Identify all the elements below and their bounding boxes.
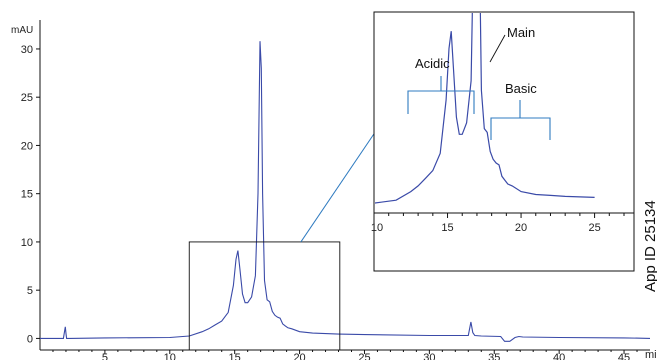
y-tick-label: 20 bbox=[21, 140, 33, 152]
chromatogram-trace-line bbox=[40, 41, 651, 342]
x-axis-unit-label: mi bbox=[645, 349, 657, 360]
inset-frame bbox=[373, 11, 635, 272]
y-tick-label: 25 bbox=[21, 92, 33, 104]
main-peak-pointer bbox=[489, 34, 506, 63]
inset-zoom-panel: 10 15 20 25 Main Acidic Basic bbox=[371, 11, 635, 272]
x-tick-label: 25 bbox=[358, 352, 370, 360]
inset-x-tick-label: 20 bbox=[515, 222, 527, 234]
zoom-connector-line bbox=[300, 121, 383, 243]
y-axis-unit-label: mAU bbox=[11, 25, 33, 36]
y-tick-label: 10 bbox=[21, 237, 33, 249]
acidic-label: Acidic bbox=[415, 56, 450, 71]
x-tick-label: 30 bbox=[423, 352, 435, 360]
inset-x-tick-label: 10 bbox=[371, 222, 383, 234]
basic-label: Basic bbox=[505, 81, 537, 96]
y-tick-label: 30 bbox=[21, 44, 33, 56]
main-peak-label: Main bbox=[507, 25, 535, 40]
main-axes bbox=[36, 20, 650, 354]
zoom-region-box bbox=[188, 241, 341, 351]
x-tick-label: 10 bbox=[164, 352, 176, 360]
y-tick-label: 15 bbox=[21, 189, 33, 201]
y-tick-label: 0 bbox=[27, 333, 33, 345]
x-tick-label: 20 bbox=[293, 352, 305, 360]
inset-trace-line bbox=[375, 13, 595, 204]
main-tick-labels: 0 5 10 15 20 25 30 5 10 15 20 25 30 35 40 45 bbox=[21, 44, 630, 360]
app-id-vertical-label: App ID 25134 bbox=[642, 200, 657, 292]
x-tick-label: 5 bbox=[102, 352, 108, 360]
inset-x-tick-label: 15 bbox=[441, 222, 453, 234]
inset-x-tick-label: 25 bbox=[588, 222, 600, 234]
x-tick-label: 35 bbox=[488, 352, 500, 360]
y-tick-label: 5 bbox=[27, 285, 33, 297]
x-tick-label: 15 bbox=[229, 352, 241, 360]
x-tick-label: 45 bbox=[618, 352, 630, 360]
x-tick-label: 40 bbox=[553, 352, 565, 360]
